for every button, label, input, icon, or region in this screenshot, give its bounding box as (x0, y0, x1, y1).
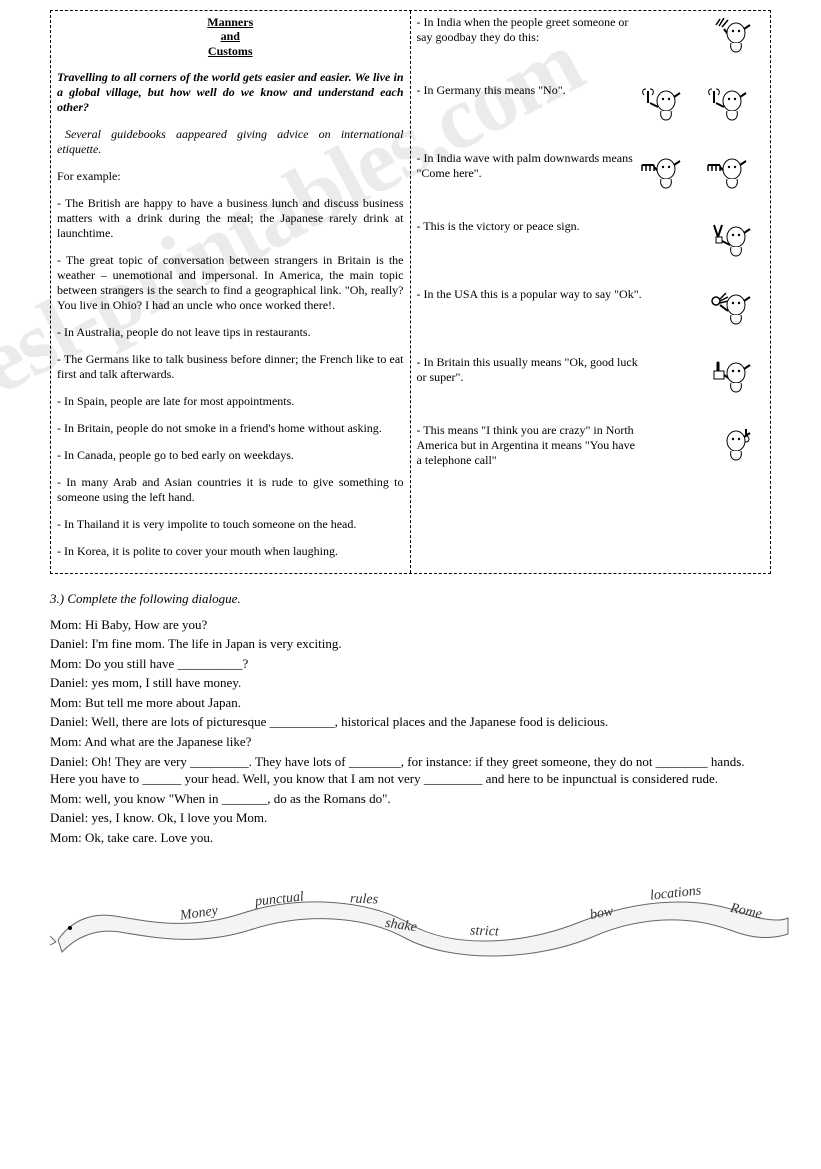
snake-word: strict (470, 924, 499, 941)
dialogue-line: Daniel: Oh! They are very _________. The… (50, 753, 771, 788)
fact-item: - The British are happy to have a busine… (57, 196, 404, 241)
title-block: Manners and Customs (57, 15, 404, 58)
dialogue-line: Daniel: yes mom, I still have money. (50, 674, 771, 692)
gesture-text: - This means "I think you are crazy" in … (417, 423, 643, 468)
facts-list: - The British are happy to have a busine… (57, 196, 404, 559)
gesture-text: - In India wave with palm downwards mean… (417, 151, 643, 181)
fact-item: - In Britain, people do not smoke in a f… (57, 421, 404, 436)
fact-item: - In Thailand it is very impolite to tou… (57, 517, 404, 532)
gesture-item: - In Germany this means "No". (417, 83, 765, 147)
exercise-section: 3.) Complete the following dialogue. Mom… (50, 590, 771, 846)
wag-finger-icon (632, 83, 762, 139)
for-example: For example: (57, 169, 404, 184)
gesture-item: - In the USA this is a popular way to sa… (417, 287, 765, 351)
dialogue-line: Mom: Hi Baby, How are you? (50, 616, 771, 634)
dialogue-block: Mom: Hi Baby, How are you?Daniel: I'm fi… (50, 616, 771, 847)
gesture-item: - In India when the people greet someone… (417, 15, 765, 79)
fact-item: - In Spain, people are late for most app… (57, 394, 404, 409)
left-column: Manners and Customs Travelling to all co… (51, 11, 411, 573)
fact-item: - In Australia, people do not leave tips… (57, 325, 404, 340)
dialogue-line: Daniel: Well, there are lots of pictures… (50, 713, 771, 731)
intro-text: Travelling to all corners of the world g… (57, 70, 404, 115)
victory-icon (702, 219, 762, 275)
gesture-text: - In India when the people greet someone… (417, 15, 643, 45)
gesture-text: - This is the victory or peace sign. (417, 219, 643, 234)
fact-item: - The Germans like to talk business befo… (57, 352, 404, 382)
title-line2: and (221, 29, 240, 43)
palm-down-icon (632, 151, 762, 207)
exercise-title: 3.) Complete the following dialogue. (50, 590, 771, 608)
fact-item: - In Canada, people go to bed early on w… (57, 448, 404, 463)
wave-hand-icon (702, 15, 762, 71)
word-snake: Moneypunctualrulesshakestrictbowlocation… (50, 872, 771, 972)
gesture-item: - This means "I think you are crazy" in … (417, 423, 765, 487)
title-line3: Customs (208, 44, 253, 58)
dialogue-line: Daniel: I'm fine mom. The life in Japan … (50, 635, 771, 653)
worksheet-page: esl-printables.com Manners and Customs T… (0, 0, 821, 992)
gesture-text: - In the USA this is a popular way to sa… (417, 287, 643, 302)
dialogue-line: Mom: Ok, take care. Love you. (50, 829, 771, 847)
subintro-text: Several guidebooks aappeared giving advi… (57, 127, 404, 157)
title-line1: Manners (207, 15, 253, 29)
dialogue-line: Mom: And what are the Japanese like? (50, 733, 771, 751)
gesture-item: - In India wave with palm downwards mean… (417, 151, 765, 215)
fact-item: - In Korea, it is polite to cover your m… (57, 544, 404, 559)
gesture-item: - This is the victory or peace sign. (417, 219, 765, 283)
fact-item: - The great topic of conversation betwee… (57, 253, 404, 313)
thumbs-up-icon (702, 355, 762, 411)
finger-head-icon (702, 423, 762, 479)
snake-word: rules (350, 892, 379, 909)
gesture-text: - In Britain this usually means "Ok, goo… (417, 355, 643, 385)
dialogue-line: Mom: well, you know "When in _______, do… (50, 790, 771, 808)
ok-sign-icon (702, 287, 762, 343)
fact-item: - In many Arab and Asian countries it is… (57, 475, 404, 505)
gesture-item: - In Britain this usually means "Ok, goo… (417, 355, 765, 419)
gesture-text: - In Germany this means "No". (417, 83, 643, 98)
dialogue-line: Mom: But tell me more about Japan. (50, 694, 771, 712)
right-column: - In India when the people greet someone… (411, 11, 771, 573)
manners-box: Manners and Customs Travelling to all co… (50, 10, 771, 574)
dialogue-line: Mom: Do you still have __________? (50, 655, 771, 673)
dialogue-line: Daniel: yes, I know. Ok, I love you Mom. (50, 809, 771, 827)
